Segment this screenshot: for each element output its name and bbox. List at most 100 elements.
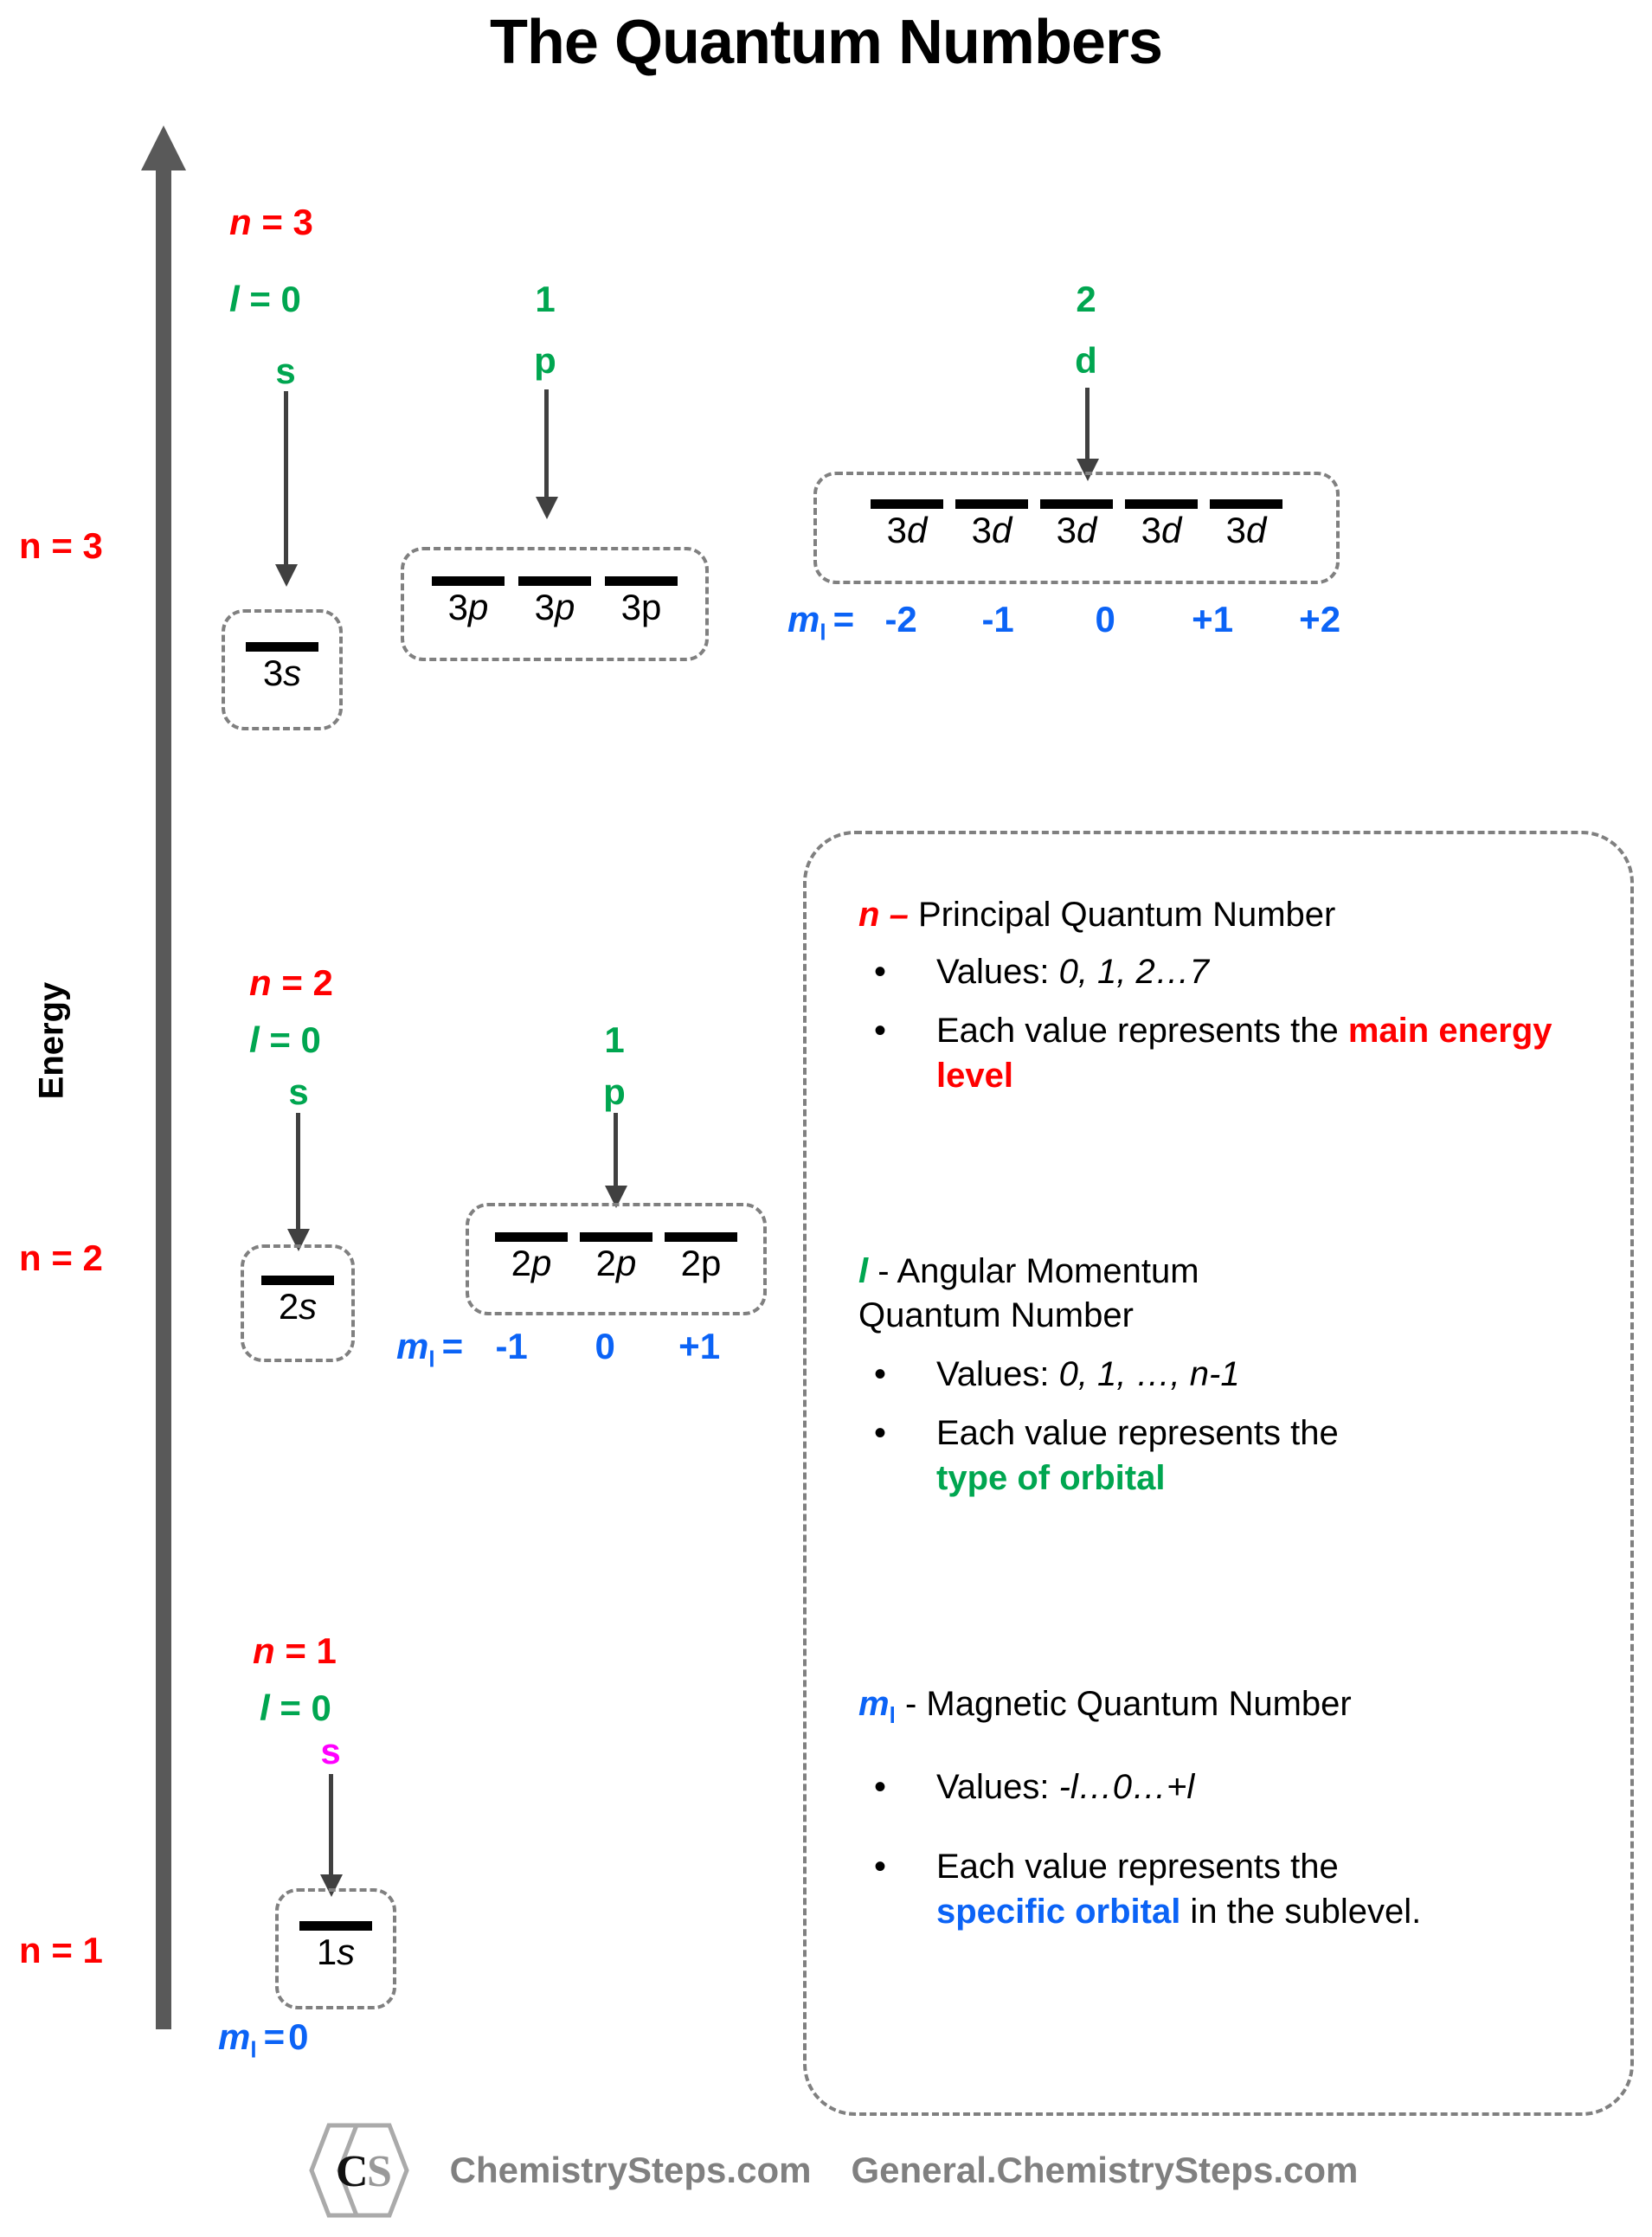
n3-d-arrow-icon <box>1070 388 1105 481</box>
orbital-line <box>495 1232 568 1242</box>
orbital-label: 2p <box>680 1243 722 1283</box>
orbital-3p-2: 3p <box>518 576 591 627</box>
info-bullet-n-1: • Values: 0, 1, 2…7 <box>858 949 1603 994</box>
bullet-dot-icon: • <box>874 953 887 992</box>
orbital-label: 2p <box>511 1243 552 1283</box>
info-heading-l: l - Angular Momentum <box>858 1250 1603 1294</box>
orbital-label: 3p <box>447 587 489 627</box>
n3-l-symbol: l <box>229 279 240 319</box>
orbital-line <box>518 576 591 586</box>
orbital-3d-5: 3d <box>1210 499 1282 550</box>
n2-n-symbol: n <box>249 962 272 1003</box>
n3-p-orbital-box: 3p 3p 3p <box>401 547 709 661</box>
bullet-text: Each value represents the specific orbita… <box>936 1844 1603 1934</box>
energy-axis-line <box>156 164 171 2029</box>
info-bullet-ml-1: • Values: -l…0…+l <box>858 1765 1603 1810</box>
svg-text:C: C <box>336 2147 369 2196</box>
info-dash-l: - <box>877 1252 890 1290</box>
n1-s-arrow-icon <box>314 1774 349 1897</box>
ml-subscript: l <box>428 1346 435 1372</box>
orbital-label: 3s <box>262 652 302 693</box>
n3-sublevel-letter-d: d <box>1075 340 1097 381</box>
bullet-label: Values: <box>936 953 1050 992</box>
orbital-label: 2p <box>595 1243 637 1283</box>
info-heading-text-n: Principal Quantum Number <box>917 896 1336 934</box>
n1-sublevel-letter-s: s <box>320 1731 341 1771</box>
orbital-label: 3p <box>534 587 575 627</box>
orbital-1s: 1s <box>299 1921 372 1971</box>
info-block-ml: ml - Magnetic Quantum Number • Values: -… <box>858 1682 1603 1934</box>
logo-svg: C S <box>308 2123 409 2218</box>
ml-value-0: 0 <box>595 1326 615 1366</box>
orbital-line <box>580 1232 652 1242</box>
energy-axis-label: Energy <box>32 981 71 1100</box>
bullet-text: Each value represents the main energy le… <box>936 1008 1603 1098</box>
ml-value-0: 0 <box>1095 599 1115 640</box>
orbital-line <box>246 642 318 652</box>
page-title: The Quantum Numbers <box>489 8 1163 77</box>
info-dash-n: – <box>889 896 909 934</box>
ml-equals: = <box>263 2016 286 2057</box>
bullet-text: Values: 0, 1, …, n-1 <box>936 1352 1603 1397</box>
n3-d-orbital-box: 3d 3d 3d 3d 3d <box>813 472 1340 584</box>
orbital-label: 3d <box>1056 510 1097 550</box>
bullet-dot-icon: • <box>874 1848 887 1887</box>
n3-l-label: l = 0 <box>229 279 301 320</box>
level-marker-n1: n = 1 <box>19 1930 103 1970</box>
chemistry-steps-logo-icon: C S <box>294 2122 424 2219</box>
n1-l-label: l = 0 <box>260 1687 331 1729</box>
energy-axis-arrowhead-icon <box>141 125 186 170</box>
orbital-line <box>605 576 678 586</box>
ml-subscript: l <box>820 619 826 646</box>
info-block-l: l - Angular Momentum Quantum Number • Va… <box>858 1250 1603 1501</box>
bullet-label: Values: <box>936 1355 1050 1394</box>
orbital-2p-2: 2p <box>580 1232 652 1282</box>
info-heading-text-ml: Magnetic Quantum Number <box>926 1685 1352 1723</box>
n3-sublevel-number-d: 2 <box>1076 279 1096 319</box>
info-symbol-n: n <box>858 896 880 934</box>
ml-equals: = <box>441 1326 464 1366</box>
orbital-line <box>955 499 1028 509</box>
orbital-label: 2s <box>278 1286 318 1327</box>
info-bullet-l-1: • Values: 0, 1, …, n-1 <box>858 1352 1603 1397</box>
info-heading-ml: ml - Magnetic Quantum Number <box>858 1682 1603 1730</box>
bullet-label: Values: <box>936 1768 1050 1807</box>
n3-sublevel-number-p: 1 <box>535 279 556 319</box>
svg-text:S: S <box>367 2147 392 2196</box>
n2-s-arrow-icon <box>281 1113 316 1251</box>
info-panel: n – Principal Quantum Number • Values: 0… <box>803 831 1634 2116</box>
bullet-highlight: main energy level <box>936 1012 1552 1096</box>
n3-l-eqvalue: = 0 <box>239 279 301 319</box>
n1-n-symbol: n <box>253 1630 275 1671</box>
bullet-tail: in the sublevel. <box>1180 1893 1422 1932</box>
bullet-highlight: type of orbital <box>936 1459 1166 1498</box>
n2-sublevel-letter-s: s <box>288 1071 309 1112</box>
bullet-dot-icon: • <box>874 1012 887 1051</box>
bullet-dot-icon: • <box>874 1414 887 1453</box>
orbital-line <box>1040 499 1113 509</box>
orbital-3d-4: 3d <box>1125 499 1198 550</box>
footer-link-general-chemistrysteps[interactable]: General.ChemistrySteps.com <box>851 2150 1359 2190</box>
orbital-2s: 2s <box>261 1276 334 1326</box>
info-symbol-l: l <box>858 1252 869 1290</box>
bullet-text: Values: 0, 1, 2…7 <box>936 949 1603 994</box>
ml-value-m1: -1 <box>495 1326 528 1366</box>
n2-s-orbital-box: 2s <box>241 1244 355 1362</box>
orbital-line <box>432 576 505 586</box>
info-bullet-n-2: • Each value represents the main energy … <box>858 1008 1603 1098</box>
n3-n-label: n = 3 <box>229 202 313 243</box>
bullet-value: 0, 1, 2…7 <box>1058 953 1210 992</box>
orbital-3d-3: 3d <box>1040 499 1113 550</box>
n2-p-arrow-icon <box>599 1113 633 1208</box>
orbital-label: 3d <box>886 510 928 550</box>
bullet-label: Each value represents the <box>936 1414 1339 1453</box>
orbital-3d-2: 3d <box>955 499 1028 550</box>
footer-link-chemistrysteps[interactable]: ChemistrySteps.com <box>449 2150 812 2190</box>
orbital-label: 3d <box>1225 510 1267 550</box>
info-heading-n: n – Principal Quantum Number <box>858 893 1603 937</box>
footer: C S ChemistrySteps.com General.Chemistry… <box>0 2122 1652 2219</box>
orbital-label: 3d <box>971 510 1012 550</box>
orbital-line <box>871 499 943 509</box>
orbital-2p-3: 2p <box>665 1232 737 1282</box>
info-heading-text-l: Angular Momentum <box>897 1252 1199 1290</box>
